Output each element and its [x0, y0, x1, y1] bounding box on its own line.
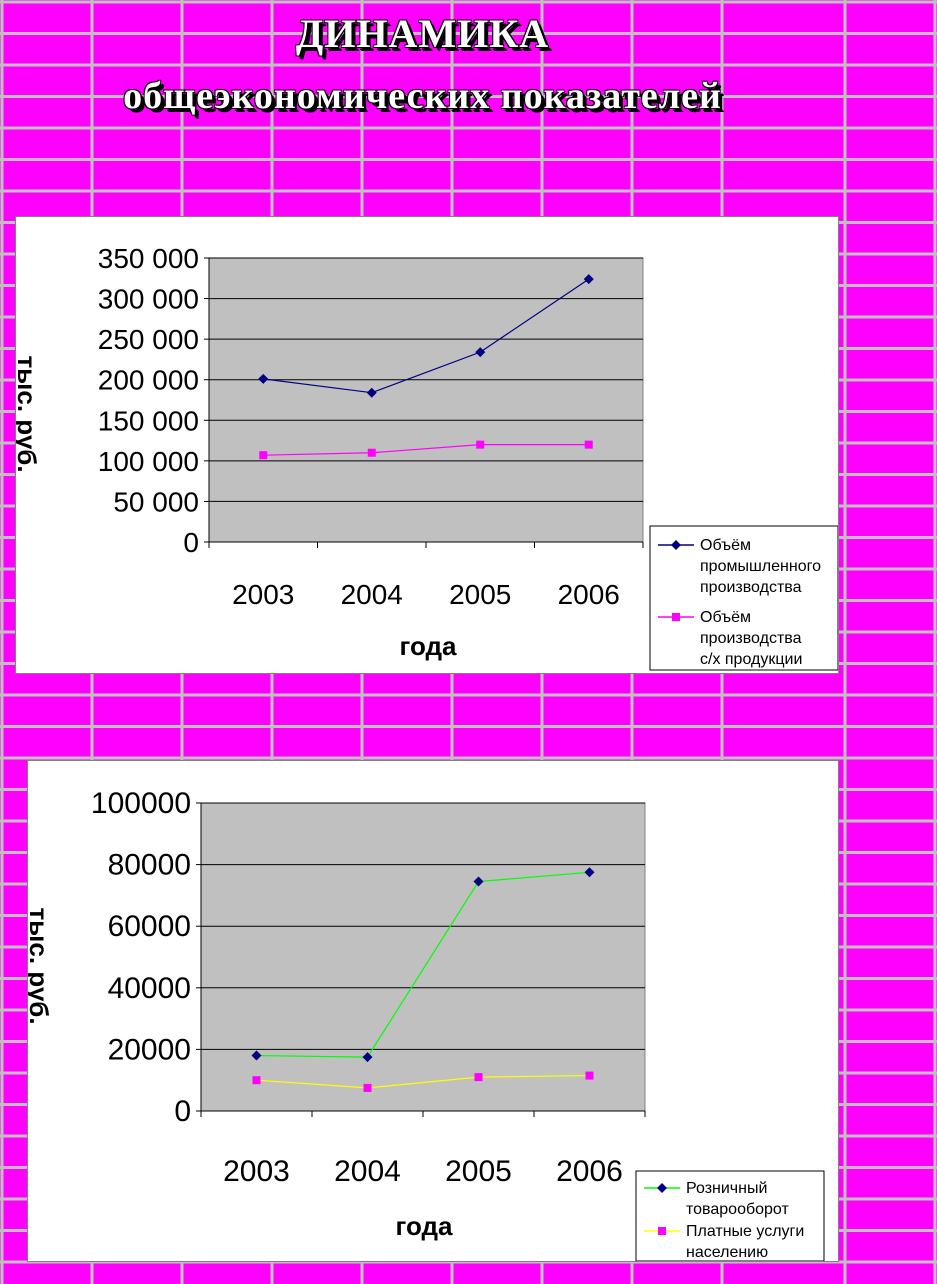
series-line [256, 1074, 590, 1089]
y-tick-label: 20000 [108, 1033, 191, 1066]
legend-label: Объём производства с/х продукции [700, 609, 802, 668]
x-tick-label: 2006 [556, 1155, 623, 1188]
y-tick-label: 100 000 [98, 446, 199, 477]
y-tick-label: 60000 [108, 910, 191, 943]
legend-box [649, 525, 839, 671]
data-point [251, 1050, 262, 1061]
series-line [263, 278, 590, 394]
data-point [363, 1083, 372, 1092]
x-tick-label: 2003 [223, 1155, 290, 1188]
data-point [583, 274, 594, 285]
data-point [367, 448, 376, 457]
x-tick-label: 2005 [449, 579, 511, 610]
x-tick-label: 2005 [445, 1155, 512, 1188]
data-point [584, 440, 593, 449]
data-point [366, 387, 377, 398]
legend-label: Объём промышленного производства [700, 537, 821, 596]
legend-label: Платные услуги населению [686, 1223, 804, 1261]
x-tick-label: 2004 [334, 1155, 401, 1188]
legend-marker [671, 540, 681, 550]
y-tick-label: 350 000 [98, 243, 199, 274]
data-point [474, 1073, 483, 1082]
chart1-svg: 0 50 000 100 000 150 000 200 000 250 000 300 0… [12, 243, 839, 671]
legend-marker [658, 1227, 666, 1235]
chart-industrial-agricultural: 0 50 000 100 000 150 000 200 000 250 000 300 0… [12, 216, 839, 674]
data-point [473, 876, 484, 887]
x-tick-label: 2003 [232, 579, 294, 610]
series-line [263, 444, 589, 456]
y-tick-label: 0 [174, 1095, 191, 1128]
data-point [258, 373, 269, 384]
x-tick-label: 2006 [558, 579, 620, 610]
x-tick-label: 2004 [341, 579, 403, 610]
y-tick-label: 0 [183, 527, 199, 558]
y-tick-label: 200 000 [98, 365, 199, 396]
series-line [256, 871, 590, 1058]
page-title: ДИНАМИКА [295, 11, 550, 56]
data-point [476, 440, 485, 449]
y-tick-label: 250 000 [98, 324, 199, 355]
y-tick-label: 50 000 [113, 486, 199, 517]
y-tick-label: 40000 [108, 972, 191, 1005]
y-axis-title: тыс. руб. [16, 355, 42, 472]
y-tick-label: 300 000 [98, 284, 199, 315]
chart2-svg: 0 20000 40000 60000 80000 100000 2003 2004 2005 2… [24, 787, 825, 1262]
x-axis-title: года [396, 1211, 454, 1241]
legend-box [635, 1170, 825, 1262]
data-point [252, 1076, 261, 1085]
page-subtitle: общеэкономических показателей [123, 75, 722, 117]
y-tick-label: 100000 [91, 787, 191, 820]
plot-area [208, 257, 644, 543]
x-axis-title: года [400, 631, 458, 661]
chart-retail-services: 0 20000 40000 60000 80000 100000 2003 2004 2005 2… [24, 760, 839, 1262]
legend-marker [672, 613, 680, 621]
data-point [362, 1052, 373, 1063]
y-tick-label: 80000 [108, 849, 191, 882]
data-point [475, 347, 486, 358]
data-point [259, 451, 268, 460]
y-axis-title: тыс. руб. [28, 907, 54, 1024]
data-point [584, 867, 595, 878]
data-point [585, 1071, 594, 1080]
y-tick-label: 150 000 [98, 405, 199, 436]
legend-marker [657, 1183, 667, 1193]
plot-area [200, 802, 646, 1112]
legend-label: Розничный товарооборот [686, 1180, 789, 1218]
